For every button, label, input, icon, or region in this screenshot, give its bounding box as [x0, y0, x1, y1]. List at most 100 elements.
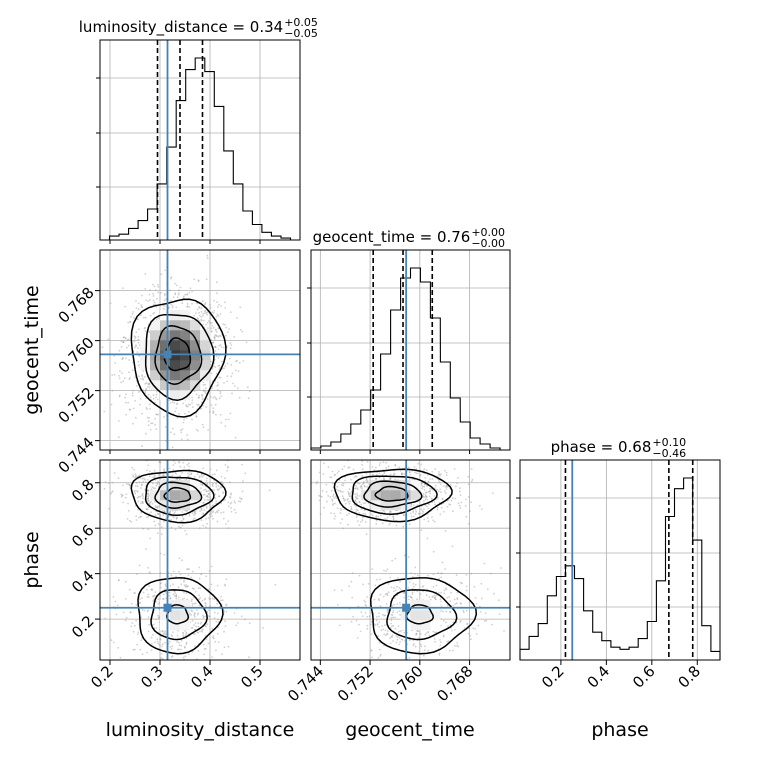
sample-point	[368, 615, 371, 618]
sample-point	[148, 382, 151, 385]
sample-point	[241, 330, 244, 333]
sample-point	[419, 643, 422, 646]
sample-point	[327, 495, 329, 497]
y-tick-label: 0.768	[55, 284, 98, 327]
sample-point	[190, 576, 193, 579]
sample-point	[154, 591, 157, 594]
sample-point	[461, 582, 463, 585]
density-cell	[390, 490, 401, 501]
sample-point	[479, 611, 482, 613]
sample-point	[248, 656, 250, 659]
sample-point	[244, 472, 247, 475]
sample-point	[391, 636, 394, 638]
sample-point	[331, 482, 334, 485]
sample-point	[376, 578, 378, 581]
sample-point	[446, 485, 449, 488]
sample-point	[205, 312, 208, 314]
sample-point	[174, 282, 177, 285]
sample-point	[127, 483, 130, 486]
sample-point	[245, 341, 248, 344]
sample-point	[489, 572, 492, 575]
sample-point	[200, 508, 203, 510]
sample-point	[401, 638, 404, 641]
density-cell	[190, 360, 201, 371]
sample-point	[194, 512, 197, 515]
sample-point	[230, 507, 232, 509]
sample-point	[137, 391, 140, 393]
sample-point	[377, 515, 380, 518]
sample-point	[147, 490, 150, 492]
sample-point	[154, 505, 157, 507]
sample-point	[204, 526, 207, 529]
sample-point	[396, 611, 399, 614]
sample-point	[163, 553, 166, 556]
density-cell	[180, 380, 191, 391]
sample-point	[162, 474, 165, 476]
sample-point	[164, 629, 167, 632]
sample-point	[137, 495, 140, 498]
sample-point	[172, 583, 174, 586]
sample-point	[221, 653, 223, 655]
sample-point	[148, 623, 151, 626]
sample-point	[147, 497, 150, 500]
sample-point	[220, 599, 222, 602]
sample-point	[424, 645, 426, 648]
sample-point	[124, 337, 127, 340]
sample-point	[213, 336, 216, 339]
sample-point	[135, 345, 137, 348]
sample-point	[205, 495, 208, 498]
sample-point	[456, 482, 458, 485]
sample-point	[204, 310, 206, 313]
sample-point	[127, 321, 130, 324]
sample-point	[191, 650, 194, 653]
sample-point	[203, 501, 206, 504]
sample-point	[202, 628, 204, 631]
sample-point	[129, 377, 131, 379]
sample-point	[378, 621, 381, 623]
sample-point	[126, 518, 129, 520]
sample-point	[483, 562, 486, 565]
sample-point	[227, 527, 230, 529]
sample-point	[211, 483, 214, 486]
sample-point	[209, 303, 211, 306]
sample-point	[193, 612, 196, 614]
sample-point	[132, 474, 134, 477]
sample-point	[375, 519, 378, 522]
sample-point	[427, 631, 429, 633]
sample-point	[216, 510, 218, 513]
sample-point	[415, 468, 418, 470]
sample-point	[239, 306, 242, 309]
sample-point	[109, 302, 112, 305]
sample-point	[182, 295, 185, 298]
sample-point	[356, 520, 359, 522]
sample-point	[148, 417, 151, 419]
sample-point	[386, 611, 389, 614]
sample-point	[426, 505, 428, 508]
density-cell	[200, 360, 211, 371]
sample-point	[348, 585, 351, 588]
sample-point	[229, 311, 232, 314]
sample-point	[194, 590, 197, 593]
sample-point	[396, 577, 399, 579]
sample-point	[231, 372, 234, 375]
sample-point	[202, 426, 205, 429]
title-uncertainty-lower: −0.46	[652, 447, 686, 460]
sample-point	[177, 648, 179, 651]
sample-point	[148, 298, 151, 301]
sample-point	[147, 495, 149, 497]
sample-point	[446, 596, 449, 599]
sample-point	[133, 592, 136, 594]
sample-point	[319, 495, 322, 498]
sample-point	[176, 516, 179, 519]
sample-point	[378, 626, 381, 628]
sample-point	[198, 306, 201, 309]
density-cell	[420, 620, 431, 631]
sample-point	[407, 586, 410, 589]
sample-point	[202, 502, 205, 504]
sample-point	[122, 356, 124, 359]
sample-point	[134, 416, 137, 419]
sample-point	[446, 640, 449, 643]
sample-point	[169, 585, 172, 587]
sample-point	[332, 503, 335, 505]
sample-point	[147, 596, 150, 598]
